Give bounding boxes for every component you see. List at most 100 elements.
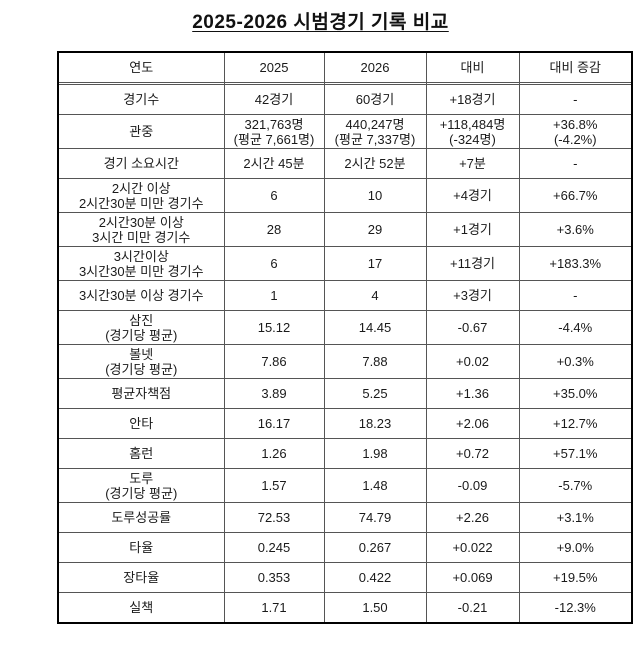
value-2026-cell: 74.79 [323, 502, 427, 533]
value-2026-cell: 7.88 [323, 344, 427, 379]
row-label-cell: 2시간30분 이상 3시간 미만 경기수 [57, 212, 225, 247]
column-header-change: 대비 증감 [518, 51, 633, 83]
diff-cell: +7분 [425, 148, 520, 179]
row-label-cell: 실책 [57, 592, 225, 623]
change-pct-cell: +9.0% [518, 532, 633, 563]
table-row: 2시간30분 이상 3시간 미만 경기수 28 29 +1경기 +3.6% [57, 212, 633, 247]
diff-cell: +2.06 [425, 408, 520, 439]
column-header-diff: 대비 [425, 51, 520, 83]
row-label-cell: 2시간 이상 2시간30분 미만 경기수 [57, 178, 225, 213]
value-2025-cell: 1 [223, 280, 325, 311]
row-label-cell: 장타율 [57, 562, 225, 593]
diff-cell: +4경기 [425, 178, 520, 213]
change-pct-cell: -12.3% [518, 592, 633, 623]
table-row: 3시간이상 3시간30분 미만 경기수 6 17 +11경기 +183.3% [57, 246, 633, 281]
diff-cell: +11경기 [425, 246, 520, 281]
column-header-year: 연도 [57, 51, 225, 83]
value-2025-cell: 1.57 [223, 468, 325, 503]
value-2025-cell: 16.17 [223, 408, 325, 439]
value-2025-cell: 28 [223, 212, 325, 247]
diff-cell: +1.36 [425, 378, 520, 409]
diff-cell: +0.02 [425, 344, 520, 379]
table-row: 장타율 0.353 0.422 +0.069 +19.5% [57, 562, 633, 593]
column-header-2025: 2025 [223, 51, 325, 83]
diff-cell: +3경기 [425, 280, 520, 311]
change-pct-cell: - [518, 280, 633, 311]
row-label-cell: 삼진 (경기당 평균) [57, 310, 225, 345]
row-label-cell: 관중 [57, 114, 225, 149]
comparison-table: 연도 2025 2026 대비 대비 증감 경기수 42경기 60경기 +18경… [57, 51, 633, 624]
diff-cell: +0.022 [425, 532, 520, 563]
change-pct-cell: +19.5% [518, 562, 633, 593]
table-row: 타율 0.245 0.267 +0.022 +9.0% [57, 532, 633, 563]
change-pct-cell: +35.0% [518, 378, 633, 409]
change-pct-cell: +66.7% [518, 178, 633, 213]
value-2025-cell: 7.86 [223, 344, 325, 379]
value-2025-cell: 1.71 [223, 592, 325, 623]
value-2025-cell: 321,763명 (평균 7,661명) [223, 114, 325, 149]
table-row: 도루성공률 72.53 74.79 +2.26 +3.1% [57, 502, 633, 533]
value-2026-cell: 2시간 52분 [323, 148, 427, 179]
diff-cell: -0.21 [425, 592, 520, 623]
row-label-cell: 볼넷 (경기당 평균) [57, 344, 225, 379]
value-2025-cell: 6 [223, 246, 325, 281]
row-label-cell: 도루 (경기당 평균) [57, 468, 225, 503]
table-row: 2시간 이상 2시간30분 미만 경기수 6 10 +4경기 +66.7% [57, 178, 633, 213]
value-2025-cell: 15.12 [223, 310, 325, 345]
diff-cell: +18경기 [425, 84, 520, 115]
row-label-cell: 경기수 [57, 84, 225, 115]
change-pct-cell: -4.4% [518, 310, 633, 345]
diff-cell: -0.67 [425, 310, 520, 345]
value-2026-cell: 1.48 [323, 468, 427, 503]
value-2025-cell: 2시간 45분 [223, 148, 325, 179]
diff-cell: +118,484명 (-324명) [425, 114, 520, 149]
table-row: 3시간30분 이상 경기수 1 4 +3경기 - [57, 280, 633, 311]
table-row: 삼진 (경기당 평균) 15.12 14.45 -0.67 -4.4% [57, 310, 633, 345]
table-row: 도루 (경기당 평균) 1.57 1.48 -0.09 -5.7% [57, 468, 633, 503]
row-label-cell: 3시간이상 3시간30분 미만 경기수 [57, 246, 225, 281]
value-2026-cell: 0.267 [323, 532, 427, 563]
table-row: 평균자책점 3.89 5.25 +1.36 +35.0% [57, 378, 633, 409]
diff-cell: +0.069 [425, 562, 520, 593]
table-row: 홈런 1.26 1.98 +0.72 +57.1% [57, 438, 633, 469]
page-title: 2025-2026 시범경기 기록 비교 [192, 12, 449, 33]
row-label-cell: 경기 소요시간 [57, 148, 225, 179]
value-2026-cell: 1.98 [323, 438, 427, 469]
change-pct-cell: - [518, 148, 633, 179]
row-label-cell: 평균자책점 [57, 378, 225, 409]
row-label-cell: 3시간30분 이상 경기수 [57, 280, 225, 311]
value-2026-cell: 440,247명 (평균 7,337명) [323, 114, 427, 149]
header-row: 연도 2025 2026 대비 대비 증감 [57, 51, 633, 83]
value-2026-cell: 1.50 [323, 592, 427, 623]
value-2025-cell: 1.26 [223, 438, 325, 469]
value-2026-cell: 5.25 [323, 378, 427, 409]
value-2026-cell: 29 [323, 212, 427, 247]
change-pct-cell: - [518, 84, 633, 115]
value-2025-cell: 0.245 [223, 532, 325, 563]
change-pct-cell: +3.1% [518, 502, 633, 533]
value-2026-cell: 18.23 [323, 408, 427, 439]
change-pct-cell: +183.3% [518, 246, 633, 281]
value-2026-cell: 17 [323, 246, 427, 281]
table-row: 관중 321,763명 (평균 7,661명) 440,247명 (평균 7,3… [57, 114, 633, 149]
diff-cell: +0.72 [425, 438, 520, 469]
value-2025-cell: 72.53 [223, 502, 325, 533]
diff-cell: +2.26 [425, 502, 520, 533]
value-2026-cell: 4 [323, 280, 427, 311]
table-row: 실책 1.71 1.50 -0.21 -12.3% [57, 592, 633, 623]
change-pct-cell: +36.8% (-4.2%) [518, 114, 633, 149]
change-pct-cell: +3.6% [518, 212, 633, 247]
value-2026-cell: 14.45 [323, 310, 427, 345]
row-label-cell: 홈런 [57, 438, 225, 469]
diff-cell: -0.09 [425, 468, 520, 503]
row-label-cell: 타율 [57, 532, 225, 563]
row-label-cell: 도루성공률 [57, 502, 225, 533]
value-2025-cell: 42경기 [223, 84, 325, 115]
change-pct-cell: -5.7% [518, 468, 633, 503]
table-row: 경기 소요시간 2시간 45분 2시간 52분 +7분 - [57, 148, 633, 179]
diff-cell: +1경기 [425, 212, 520, 247]
value-2025-cell: 3.89 [223, 378, 325, 409]
change-pct-cell: +12.7% [518, 408, 633, 439]
table-row: 안타 16.17 18.23 +2.06 +12.7% [57, 408, 633, 439]
